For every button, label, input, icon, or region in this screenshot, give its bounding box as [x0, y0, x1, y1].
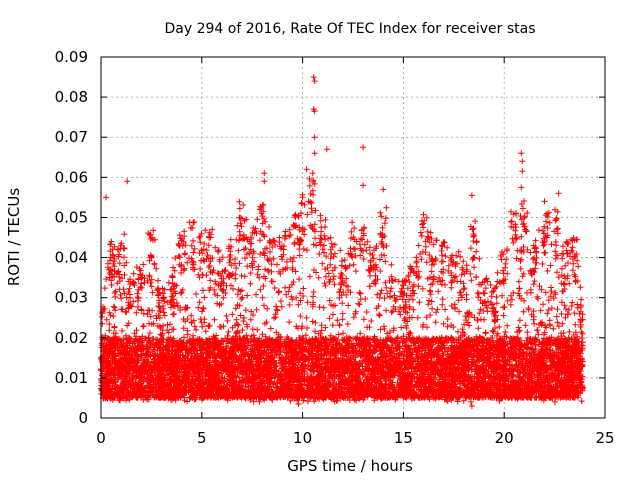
x-tick-label: 5 — [197, 429, 207, 447]
y-axis-label: ROTI / TECUs — [5, 188, 23, 286]
data-points — [98, 74, 586, 409]
x-tick-label: 25 — [595, 429, 614, 447]
y-tick-label: 0.01 — [55, 369, 88, 387]
y-tick-label: 0.08 — [55, 88, 88, 106]
x-axis-label: GPS time / hours — [287, 457, 413, 475]
x-tick-label: 0 — [96, 429, 106, 447]
scatter-markers — [98, 74, 586, 409]
y-tick-label: 0.07 — [55, 128, 88, 146]
y-tick-label: 0.05 — [55, 208, 88, 226]
x-tick-label: 10 — [293, 429, 312, 447]
x-tick-label: 20 — [495, 429, 514, 447]
axis-ticks: 0 0.01 0.02 0.03 0.04 0.05 0.06 0.07 0.08 0.09 0 5 1… — [55, 48, 615, 447]
y-tick-label: 0.03 — [55, 289, 88, 307]
y-tick-label: 0.02 — [55, 329, 88, 347]
y-tick-label: 0 — [78, 409, 88, 427]
y-tick-label: 0.04 — [55, 249, 88, 267]
y-tick-label: 0.06 — [55, 168, 88, 186]
chart-title: Day 294 of 2016, Rate Of TEC Index for r… — [164, 21, 535, 37]
y-tick-label: 0.09 — [55, 48, 88, 66]
plot-frame — [100, 56, 606, 419]
x-tick-label: 15 — [394, 429, 413, 447]
